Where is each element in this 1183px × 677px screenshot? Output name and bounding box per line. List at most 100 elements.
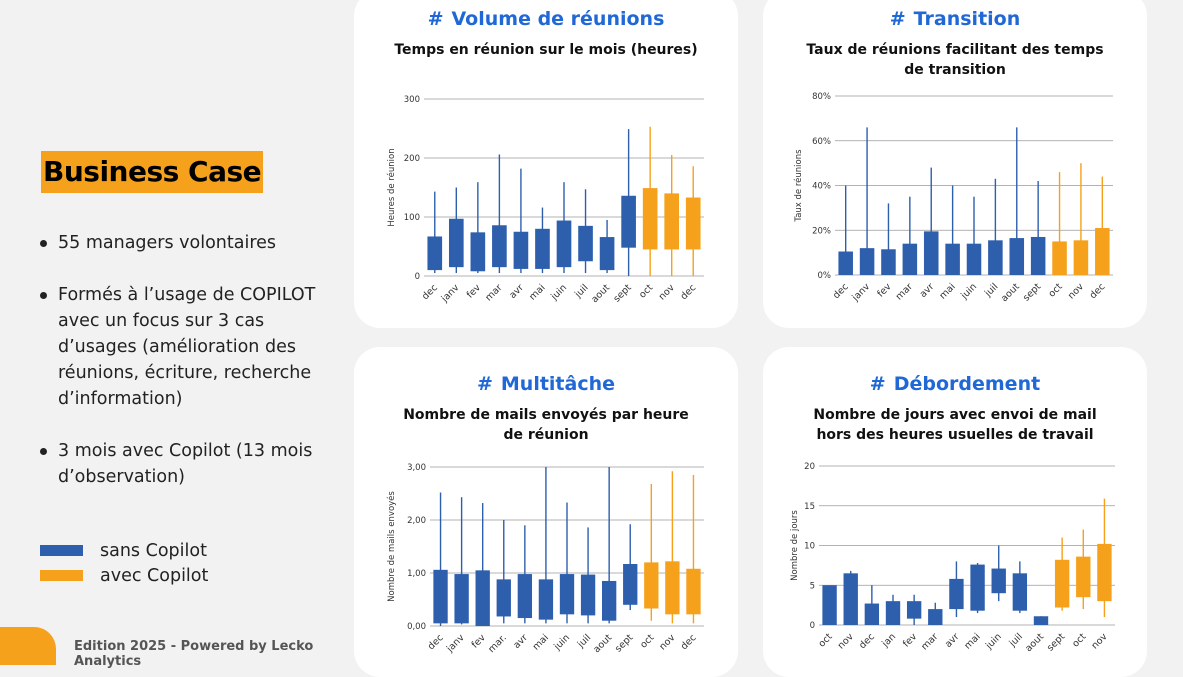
box-oct (1052, 241, 1067, 275)
y-axis-label: Taux de réunions (793, 149, 804, 223)
x-tick-label: dec (420, 282, 440, 302)
x-tick-label: mai (527, 282, 547, 302)
box-nov (843, 573, 858, 625)
card-subtitle: Taux de réunions facilitant des temps de… (806, 42, 1104, 78)
x-tick-label: oct (637, 282, 655, 300)
hash-icon: # (869, 373, 886, 395)
y-tick-label: 0 (810, 621, 815, 631)
y-tick-label: 2,00 (407, 516, 426, 526)
y-tick-label: 0,00 (407, 622, 426, 632)
x-tick-label: avr (943, 631, 962, 650)
x-tick-label: dec (831, 281, 851, 301)
y-tick-label: 60% (812, 137, 831, 147)
card-subtitle: Nombre de jours avec envoi de mail hors … (813, 407, 1097, 443)
x-tick-label: mar. (486, 632, 509, 655)
y-axis-label: Heures de réunion (386, 148, 397, 226)
x-tick-label: juil (982, 281, 1000, 299)
legend-item-sans: sans Copilot (40, 538, 208, 563)
x-tick-label: oct (1046, 281, 1064, 299)
y-tick-label: 0% (818, 271, 832, 281)
x-tick-label: dec (857, 631, 877, 651)
x-tick-label: dec (679, 632, 699, 652)
y-tick-label: 15 (804, 502, 815, 512)
x-tick-label: aout (1023, 631, 1046, 654)
card-subtitle: Temps en réunion sur le mois (heures) (394, 42, 698, 58)
x-tick-label: aout (591, 632, 614, 655)
x-tick-label: juin (983, 631, 1004, 652)
box-nov (665, 561, 680, 615)
x-tick-label: fev (875, 281, 894, 300)
card-multitache: # Multitâche Nombre de mails envoyés par … (354, 347, 738, 677)
box-mai (535, 228, 550, 269)
x-tick-label: nov (1066, 281, 1086, 301)
x-tick-label: sept (1021, 281, 1044, 304)
x-tick-label: jan (879, 631, 898, 650)
x-tick-label: janv (849, 281, 872, 304)
box-avr (949, 578, 964, 610)
y-tick-label: 100 (404, 213, 420, 223)
x-tick-label: avr (511, 632, 530, 651)
x-tick-label: oct (1070, 631, 1088, 649)
box-avr (513, 231, 529, 269)
x-tick-label: dec (426, 632, 446, 652)
chart-multitache: 0,00 1,00 2,00 3,00 Nombre de mails envoyés d… (386, 463, 704, 655)
card-heading-text: Transition (913, 8, 1021, 30)
box-dec (685, 197, 701, 250)
y-tick-label: 10 (804, 542, 815, 552)
box-jan (885, 601, 901, 625)
box-aout (601, 580, 617, 621)
legend-label: sans Copilot (100, 540, 207, 561)
box-dec (864, 603, 880, 625)
card-debordement: # Débordement Nombre de jours avec envoi … (763, 347, 1147, 677)
box-avr (923, 231, 939, 275)
box-oct (644, 562, 659, 609)
bullet-item: 3 mois avec Copilot (13 mois d’observati… (40, 438, 340, 490)
card-volume-reunions: # Volume de réunions Temps en réunion sur… (354, 0, 738, 328)
left-panel: Business Case 55 managers volontaires Fo… (0, 0, 350, 669)
footer-corner-shape (0, 627, 56, 665)
box-nov (1097, 543, 1112, 602)
y-tick-label: 1,00 (407, 569, 426, 579)
bullet-item: Formés à l’usage de COPILOT avec un focu… (40, 282, 340, 412)
x-tick-label: mar (483, 282, 504, 303)
x-tick-label: avr (507, 282, 526, 301)
box-fev (906, 601, 922, 619)
x-tick-label: juin (551, 632, 572, 653)
box-juil (580, 574, 596, 616)
box-fev (475, 570, 490, 626)
card-heading: # Volume de réunions (354, 8, 738, 30)
legend-swatch-blue (40, 545, 83, 556)
x-tick-label: mai (531, 632, 551, 652)
box-fev (470, 232, 486, 272)
box-oct (822, 585, 837, 625)
x-tick-label: sept (613, 632, 636, 655)
box-sept (1054, 559, 1070, 608)
box-juil (1012, 573, 1028, 611)
box-juil (578, 225, 593, 262)
legend-item-avec: avec Copilot (40, 563, 208, 588)
x-tick-label: mar (894, 281, 915, 302)
box-dec (686, 568, 701, 615)
box-aout (1033, 616, 1049, 625)
y-tick-label: 20% (812, 226, 831, 236)
x-tick-label: aout (999, 281, 1022, 304)
box-sept (621, 195, 636, 248)
x-tick-label: janv (444, 632, 467, 655)
box-avr (517, 574, 533, 619)
card-heading-text: Débordement (893, 373, 1041, 395)
box-dec (427, 236, 443, 271)
x-tick-label: oct (816, 631, 834, 649)
box-nov (664, 193, 680, 250)
x-tick-label: mai (937, 281, 957, 301)
y-tick-label: 40% (812, 182, 831, 192)
x-tick-label: juil (1007, 631, 1025, 649)
x-tick-label: nov (657, 282, 677, 302)
x-tick-label: mai (962, 631, 982, 651)
x-tick-label: avr (918, 281, 937, 300)
y-tick-label: 20 (804, 462, 815, 472)
box-nov (1073, 240, 1089, 275)
box-fev (881, 249, 896, 275)
